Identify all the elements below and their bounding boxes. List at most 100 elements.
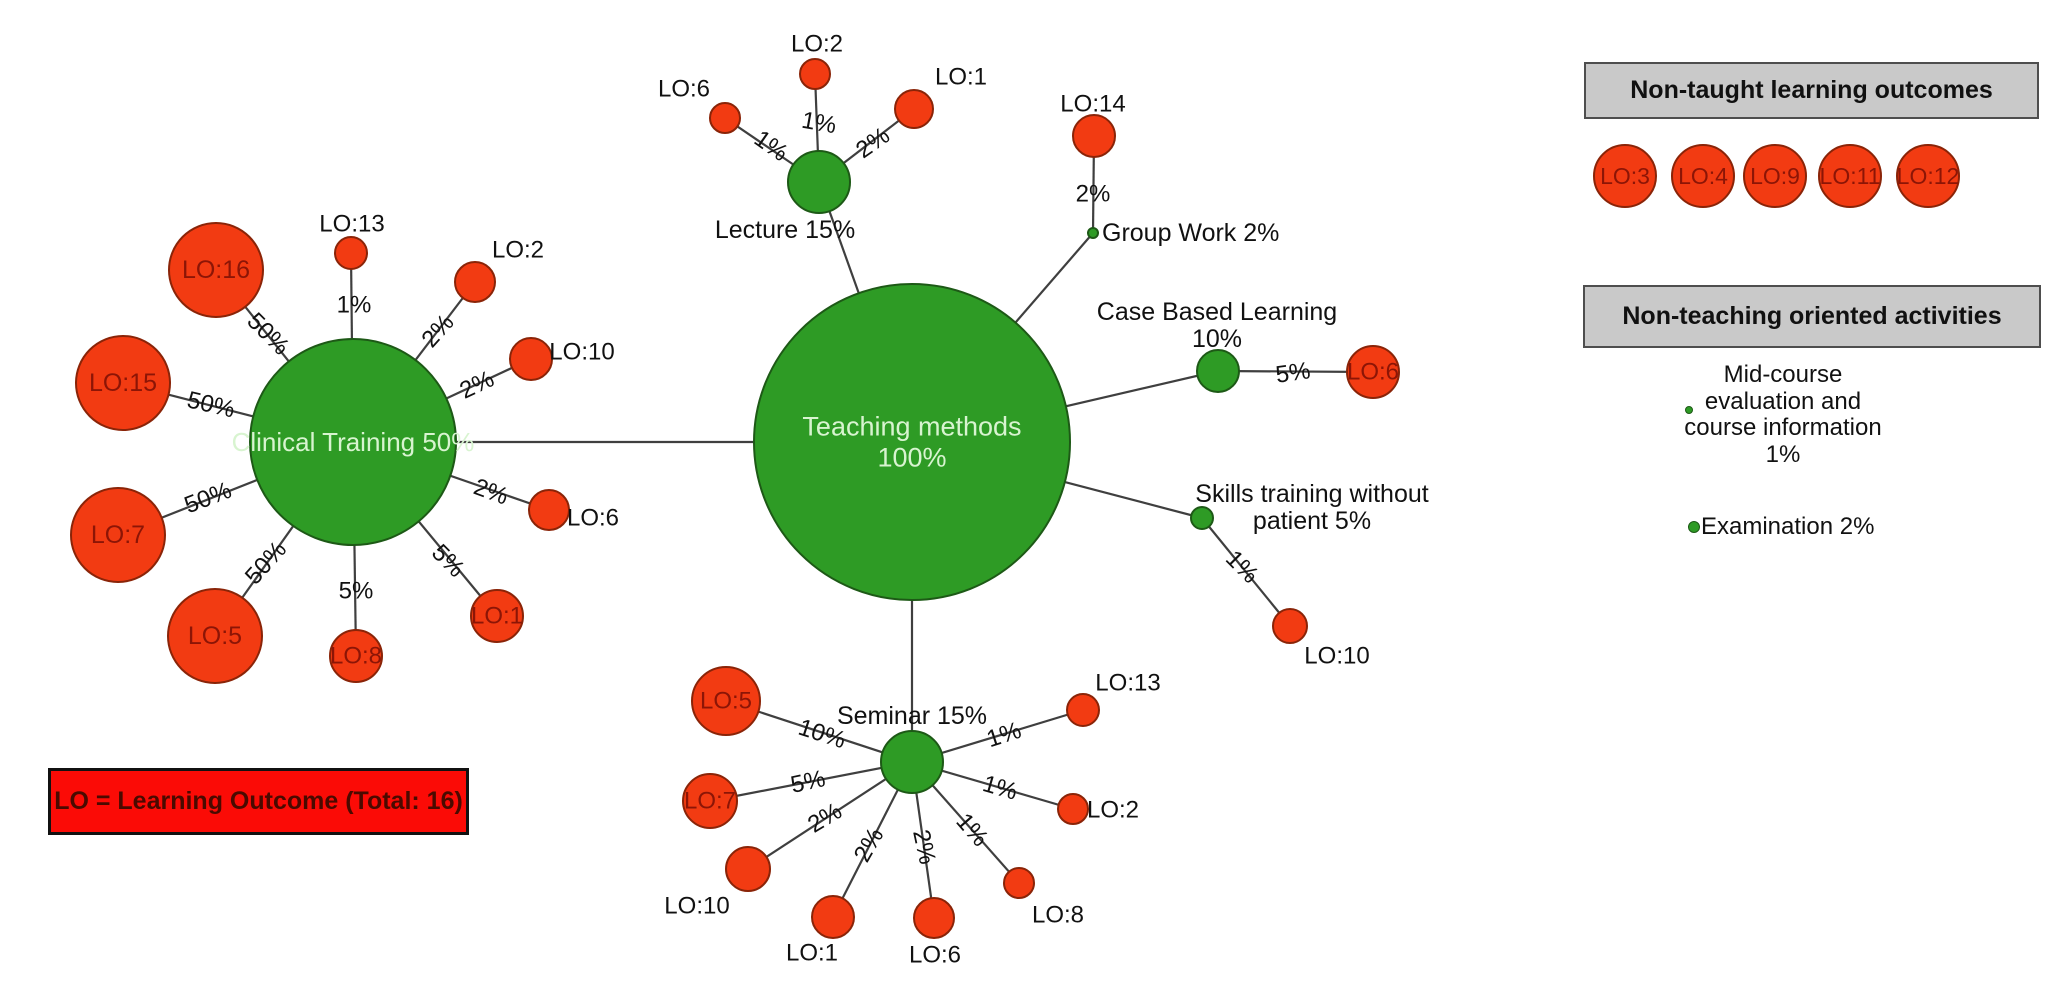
node-group-work bbox=[1087, 227, 1099, 239]
examination-label: Examination 2% bbox=[1701, 513, 1875, 540]
node-case-based-learning bbox=[1196, 349, 1240, 393]
node-lo2-lecture bbox=[799, 58, 831, 90]
node-lo15-clinical bbox=[75, 335, 171, 431]
node-lo7-clinical bbox=[70, 487, 166, 583]
non-taught-lo-12: LO:12 bbox=[1896, 144, 1960, 208]
label-skills-training-without: Skills training without bbox=[1195, 480, 1428, 508]
non-taught-lo-4: LO:4 bbox=[1671, 144, 1735, 208]
label-case-based-learning: Case Based Learning bbox=[1097, 298, 1337, 326]
mid-course-line-4: 1% bbox=[1765, 440, 1801, 468]
label-lo-1: LO:1 bbox=[786, 940, 838, 967]
label-lo-2: LO:2 bbox=[791, 31, 843, 58]
node-lo10-skills bbox=[1272, 608, 1308, 644]
label-seminar-15: Seminar 15% bbox=[837, 702, 987, 730]
node-lo16-clinical bbox=[168, 222, 264, 318]
edge-label-clinical-training-lo10-clinical: 2% bbox=[456, 365, 499, 404]
edge-label-clinical-training-lo13-clinical: 1% bbox=[337, 292, 372, 319]
label-lo-10: LO:10 bbox=[1304, 643, 1369, 670]
node-lo13-seminar bbox=[1066, 693, 1100, 727]
node-lo2-seminar bbox=[1057, 793, 1089, 825]
edge-skills-training-lo10-skills bbox=[1201, 517, 1291, 627]
edge-label-clinical-training-lo6-clinical: 2% bbox=[470, 473, 512, 510]
non-taught-header: Non-taught learning outcomes bbox=[1584, 62, 2039, 119]
mid-course-line-3: course information bbox=[1684, 414, 1882, 441]
edge-label-seminar-lo7-seminar: 5% bbox=[788, 765, 828, 799]
mid-course-evaluation-label: Mid-course evaluation and course informa… bbox=[1661, 361, 1905, 468]
node-lo5-seminar bbox=[691, 666, 761, 736]
label-group-work-2: Group Work 2% bbox=[1102, 219, 1279, 247]
node-lo6-lecture bbox=[709, 102, 741, 134]
edge-label-group-work-lo14-groupwork: 2% bbox=[1076, 181, 1111, 208]
node-skills-training bbox=[1190, 506, 1214, 530]
node-label-lo1-clinical: LO:1 bbox=[471, 603, 523, 630]
label-lo-6: LO:6 bbox=[567, 505, 619, 532]
node-lecture bbox=[787, 150, 851, 214]
non-taught-lo-9: LO:9 bbox=[1743, 144, 1807, 208]
label-lo-8: LO:8 bbox=[1032, 902, 1084, 929]
mid-course-line-1: Mid-course bbox=[1723, 361, 1843, 388]
non-taught-header-label: Non-taught learning outcomes bbox=[1630, 76, 1993, 104]
lo-legend-text: LO = Learning Outcome (Total: 16) bbox=[54, 787, 463, 815]
non-taught-lo-11: LO:11 bbox=[1818, 144, 1882, 208]
node-lo10-clinical bbox=[509, 337, 553, 381]
node-lo2-clinical bbox=[454, 261, 496, 303]
node-label-teaching-methods: Teaching methods bbox=[802, 412, 1021, 442]
node-label-lo7-seminar: LO:7 bbox=[684, 788, 736, 815]
node-lo6-cbl bbox=[1346, 345, 1400, 399]
label-lo-14: LO:14 bbox=[1060, 91, 1125, 118]
node-lo8-seminar bbox=[1003, 867, 1035, 899]
edge-label-seminar-lo2-seminar: 1% bbox=[980, 770, 1021, 806]
mid-course-line-2: evaluation and bbox=[1704, 387, 1862, 415]
label-lo-10: LO:10 bbox=[549, 339, 614, 366]
non-teaching-header: Non-teaching oriented activities bbox=[1583, 285, 2041, 348]
non-taught-lo-3: LO:3 bbox=[1593, 144, 1657, 208]
label-lo-13: LO:13 bbox=[1095, 670, 1160, 697]
node-lo8-clinical bbox=[329, 629, 383, 683]
node-lo6-clinical bbox=[528, 489, 570, 531]
node-label-lo16-clinical: LO:16 bbox=[182, 256, 250, 284]
label-lo-6: LO:6 bbox=[658, 76, 710, 103]
mid-course-evaluation-dot bbox=[1685, 406, 1693, 414]
edge-label-lecture-lo2-lecture: 1% bbox=[800, 107, 839, 140]
node-lo5-clinical bbox=[167, 588, 263, 684]
edge-label-clinical-training-lo7-clinical: 50% bbox=[181, 477, 236, 519]
edge-label-seminar-lo10-seminar: 2% bbox=[803, 797, 847, 838]
label-lecture-15: Lecture 15% bbox=[715, 216, 855, 244]
node-lo13-clinical bbox=[334, 236, 368, 270]
edge-label-seminar-lo6-seminar: 2% bbox=[907, 827, 941, 867]
node-lo10-seminar bbox=[725, 846, 771, 892]
node-lo6-seminar bbox=[913, 897, 955, 939]
label-patient-5: patient 5% bbox=[1253, 507, 1371, 535]
label-lo-6: LO:6 bbox=[909, 942, 961, 969]
node-label-clinical-training: Clinical Training 50% bbox=[232, 427, 475, 457]
node-label-lo15-clinical: LO:15 bbox=[89, 369, 157, 397]
label-lo-10: LO:10 bbox=[664, 893, 729, 920]
edge-label-clinical-training-lo5-clinical: 50% bbox=[240, 536, 292, 590]
node-seminar bbox=[880, 730, 944, 794]
node-label-teaching-methods: 100% bbox=[877, 443, 946, 473]
edge-label-seminar-lo13-seminar: 1% bbox=[983, 717, 1024, 753]
node-lo14-groupwork bbox=[1072, 114, 1116, 158]
node-label-lo8-clinical: LO:8 bbox=[330, 643, 382, 670]
node-lo1-seminar bbox=[811, 895, 855, 939]
edge-label-clinical-training-lo15-clinical: 50% bbox=[185, 386, 238, 423]
label-10: 10% bbox=[1192, 325, 1242, 353]
examination-dot bbox=[1688, 521, 1700, 533]
node-label-lo7-clinical: LO:7 bbox=[91, 521, 145, 549]
node-clinical-training bbox=[249, 338, 457, 546]
edge-label-clinical-training-lo16-clinical: 50% bbox=[241, 307, 294, 360]
edge-label-case-based-learning-lo6-cbl: 5% bbox=[1274, 357, 1312, 389]
label-lo-2: LO:2 bbox=[492, 237, 544, 264]
node-label-lo5-seminar: LO:5 bbox=[700, 688, 752, 715]
node-label-lo5-clinical: LO:5 bbox=[188, 622, 242, 650]
edge-label-seminar-lo1-seminar: 2% bbox=[849, 823, 890, 867]
node-lo7-seminar bbox=[682, 773, 738, 829]
node-teaching-methods bbox=[753, 283, 1071, 601]
label-lo-2: LO:2 bbox=[1087, 797, 1139, 824]
edge-label-skills-training-lo10-skills: 1% bbox=[1220, 545, 1264, 589]
label-lo-1: LO:1 bbox=[935, 64, 987, 91]
node-label-lo6-cbl: LO:6 bbox=[1347, 359, 1399, 386]
node-lo1-clinical bbox=[470, 589, 524, 643]
